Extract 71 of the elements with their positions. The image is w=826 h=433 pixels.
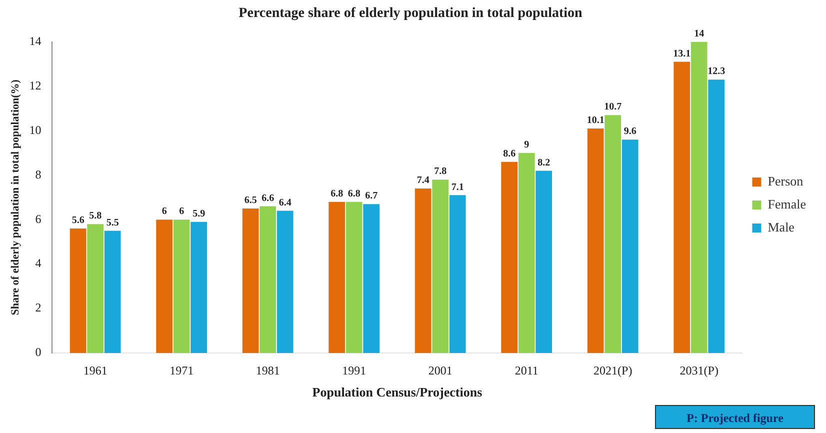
bar xyxy=(104,230,121,353)
legend-label: Female xyxy=(768,196,806,212)
data-label: 6 xyxy=(162,206,167,218)
bar xyxy=(276,210,294,353)
x-tick-label: 2031(P) xyxy=(680,363,718,378)
x-tick-label: 2011 xyxy=(514,363,538,378)
data-label: 6 xyxy=(179,206,184,218)
x-tick-label: 1991 xyxy=(342,363,366,378)
bar xyxy=(346,202,362,353)
bar xyxy=(708,80,725,353)
data-label: 5.8 xyxy=(89,210,102,222)
x-tick-label: 2001 xyxy=(428,363,452,378)
data-label: 14 xyxy=(694,28,704,40)
text: P: Projected figure xyxy=(655,405,815,429)
bar xyxy=(536,170,552,353)
bar xyxy=(87,224,104,353)
data-label: 13.1 xyxy=(673,48,691,60)
y-tick-label: 12 xyxy=(29,78,42,92)
data-label: 6.8 xyxy=(348,188,360,200)
data-label: 10.1 xyxy=(586,115,604,126)
data-label: 7.1 xyxy=(451,182,464,193)
data-label: 7.8 xyxy=(434,166,447,178)
y-axis-title: Share of elderly population in total population(%) xyxy=(9,79,22,316)
data-label: 8.6 xyxy=(503,148,516,160)
y-tick-label: 0 xyxy=(35,345,42,360)
data-label: 6.8 xyxy=(330,188,344,200)
x-axis-title: Population Census/Projections xyxy=(312,384,482,400)
y-tick-label: 6 xyxy=(35,212,42,226)
data-label: 10.7 xyxy=(604,102,622,113)
bar xyxy=(242,208,259,353)
data-label: 9.6 xyxy=(624,126,636,138)
x-tick-label: 1971 xyxy=(170,363,194,378)
bar xyxy=(156,220,173,353)
data-label: 5.9 xyxy=(192,208,206,220)
bar xyxy=(690,42,708,353)
data-label: 9 xyxy=(524,140,530,151)
bar xyxy=(432,180,449,353)
bar xyxy=(414,188,432,353)
y-tick-label: 2 xyxy=(35,300,42,315)
bar xyxy=(587,128,604,353)
bar xyxy=(674,62,690,353)
data-label: 5.6 xyxy=(72,215,84,226)
chart-title: Percentage share of elderly population in total population xyxy=(238,6,583,22)
data-label: 6.4 xyxy=(278,197,292,208)
bar xyxy=(622,140,638,353)
bar xyxy=(604,115,622,353)
legend-label: Male xyxy=(768,219,795,234)
y-tick-label: 14 xyxy=(29,34,42,48)
data-label: 5.5 xyxy=(106,217,119,228)
legend-label: Person xyxy=(768,173,804,188)
bar xyxy=(518,152,535,353)
data-label: 8.2 xyxy=(538,157,550,168)
data-label: 6.5 xyxy=(244,195,257,206)
bar xyxy=(363,204,380,353)
bar xyxy=(190,222,208,353)
data-label: 7.4 xyxy=(416,175,430,186)
y-tick-label: 4 xyxy=(35,256,42,270)
x-tick-label: 1961 xyxy=(83,363,108,378)
data-label: 6.7 xyxy=(365,190,378,202)
x-tick-label: 2021(P) xyxy=(594,363,632,378)
bar xyxy=(173,220,190,353)
data-label: 6.6 xyxy=(262,192,274,204)
bar xyxy=(328,202,346,353)
bar xyxy=(70,228,86,353)
y-tick-label: 10 xyxy=(29,122,42,137)
bar xyxy=(501,162,518,353)
data-label: 12.3 xyxy=(708,66,726,78)
bar xyxy=(260,206,276,353)
bar xyxy=(449,195,466,353)
x-tick-label: 1981 xyxy=(256,363,280,378)
y-tick-label: 8 xyxy=(35,167,42,182)
